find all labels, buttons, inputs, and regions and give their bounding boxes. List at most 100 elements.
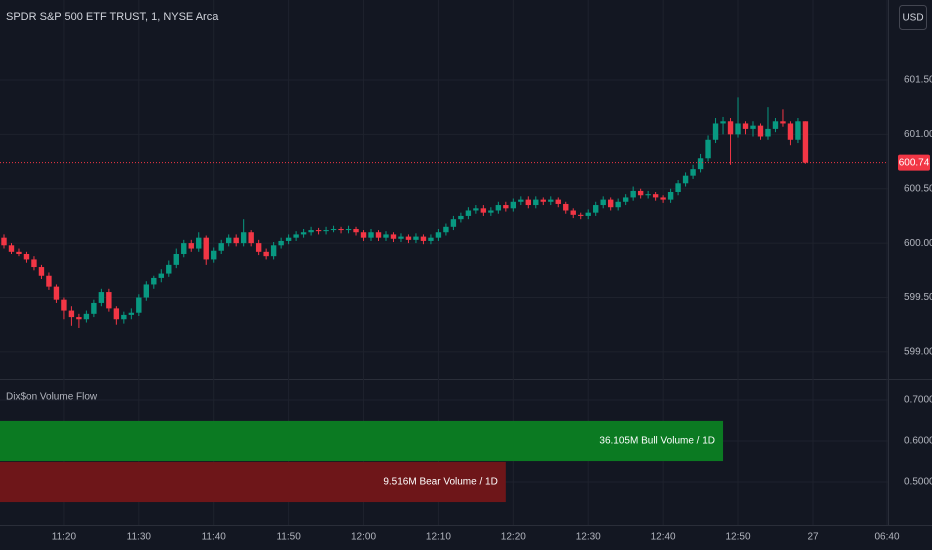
candle-body	[435, 232, 442, 238]
candle-body	[121, 314, 127, 320]
candle-body	[772, 121, 779, 129]
candle-body	[630, 190, 636, 198]
x-tick-label: 12:00	[351, 532, 376, 543]
candle-body	[136, 297, 142, 313]
candle-body	[690, 169, 696, 176]
candle-body	[563, 203, 569, 211]
candle-body	[1, 237, 7, 246]
candle-body	[270, 245, 277, 257]
candle-body	[488, 210, 494, 213]
candle-body	[465, 210, 472, 216]
candle-body	[383, 234, 389, 238]
candle-body	[607, 199, 614, 208]
x-tick-label: 11:40	[202, 532, 227, 543]
candle-body	[76, 317, 82, 320]
chart-title: SPDR S&P 500 ETF TRUST, 1, NYSE Arca	[6, 11, 219, 23]
candle-body	[240, 232, 247, 244]
x-tick-label: 11:30	[127, 532, 152, 543]
candle-body	[495, 205, 502, 211]
last-price-tag	[898, 154, 930, 171]
candle-body	[345, 228, 352, 231]
candle-body	[368, 232, 374, 238]
candle-body	[697, 158, 704, 170]
candle-body	[98, 292, 105, 303]
candle-body	[338, 228, 344, 231]
candle-body	[188, 243, 194, 249]
candle-body	[413, 236, 419, 240]
candle-body	[173, 253, 179, 265]
candle-body	[712, 123, 719, 140]
candle-body	[765, 128, 771, 137]
candle-body	[31, 259, 37, 268]
candle-body	[705, 139, 711, 159]
candle-body	[300, 232, 307, 235]
candle-body	[68, 310, 75, 318]
candle-body	[278, 240, 284, 246]
candle-body	[780, 121, 786, 124]
candle-body	[203, 237, 209, 260]
candle-body	[660, 197, 666, 200]
y-tick-label: 600.50	[904, 183, 932, 194]
candle-body	[450, 219, 457, 227]
candle-body	[263, 251, 269, 257]
y-tick-label: 601.00	[904, 129, 932, 140]
y-tick-label: 0.5000	[904, 477, 932, 488]
candle-body	[166, 264, 172, 274]
candle-body	[151, 277, 157, 285]
candle-body	[600, 199, 606, 206]
y-tick-label: 600.00	[904, 238, 932, 249]
currency-button-label[interactable]: USD	[902, 13, 923, 24]
candle-body	[308, 230, 314, 233]
candle-body	[667, 191, 674, 200]
candle-body	[720, 121, 726, 124]
candle-body	[787, 123, 794, 140]
x-tick-label: 06:40	[874, 532, 899, 543]
marks	[0, 97, 888, 503]
candle-body	[622, 197, 629, 202]
candle-body	[555, 199, 561, 204]
candle-body	[398, 236, 404, 239]
candle-body	[615, 201, 621, 208]
candle-body	[218, 243, 224, 251]
candle-body	[480, 208, 487, 213]
candle-body	[637, 190, 644, 196]
y-tick-label: 0.6000	[904, 436, 932, 447]
candle-body	[735, 123, 741, 135]
candle-body	[548, 199, 554, 202]
last-price-label: 600.74	[899, 157, 930, 168]
candle-body	[360, 232, 367, 238]
candle-body	[38, 267, 45, 276]
candle-body	[226, 237, 232, 244]
indicator-title: Dix$on Volume Flow	[6, 392, 98, 403]
candle-body	[83, 313, 90, 320]
candle-body	[285, 237, 292, 241]
candle-body	[533, 199, 539, 206]
candle-body	[181, 243, 187, 254]
y-tick-label: 599.00	[904, 347, 932, 358]
candle-body	[593, 205, 599, 213]
x-tick-label: 11:50	[276, 532, 301, 543]
candle-body	[23, 253, 30, 260]
candle-body	[458, 215, 464, 220]
candle-body	[143, 284, 150, 298]
candle-body	[742, 123, 749, 129]
candle-body	[128, 312, 135, 315]
currency-button[interactable]	[899, 5, 927, 30]
candle-body	[106, 292, 112, 309]
candle-body	[525, 199, 531, 206]
candle-body	[293, 234, 299, 238]
candle-body	[53, 286, 60, 300]
y-tick-label: 599.50	[904, 292, 932, 303]
x-tick-label: 12:40	[651, 532, 676, 543]
candle-body	[510, 201, 517, 209]
candle-body	[255, 243, 262, 252]
candle-body	[675, 183, 681, 192]
candle-body	[540, 199, 546, 202]
candle-body	[46, 275, 52, 287]
candle-body	[16, 251, 22, 254]
volume-box	[0, 420, 724, 462]
candle-body	[330, 228, 337, 231]
candle-body	[248, 232, 254, 244]
